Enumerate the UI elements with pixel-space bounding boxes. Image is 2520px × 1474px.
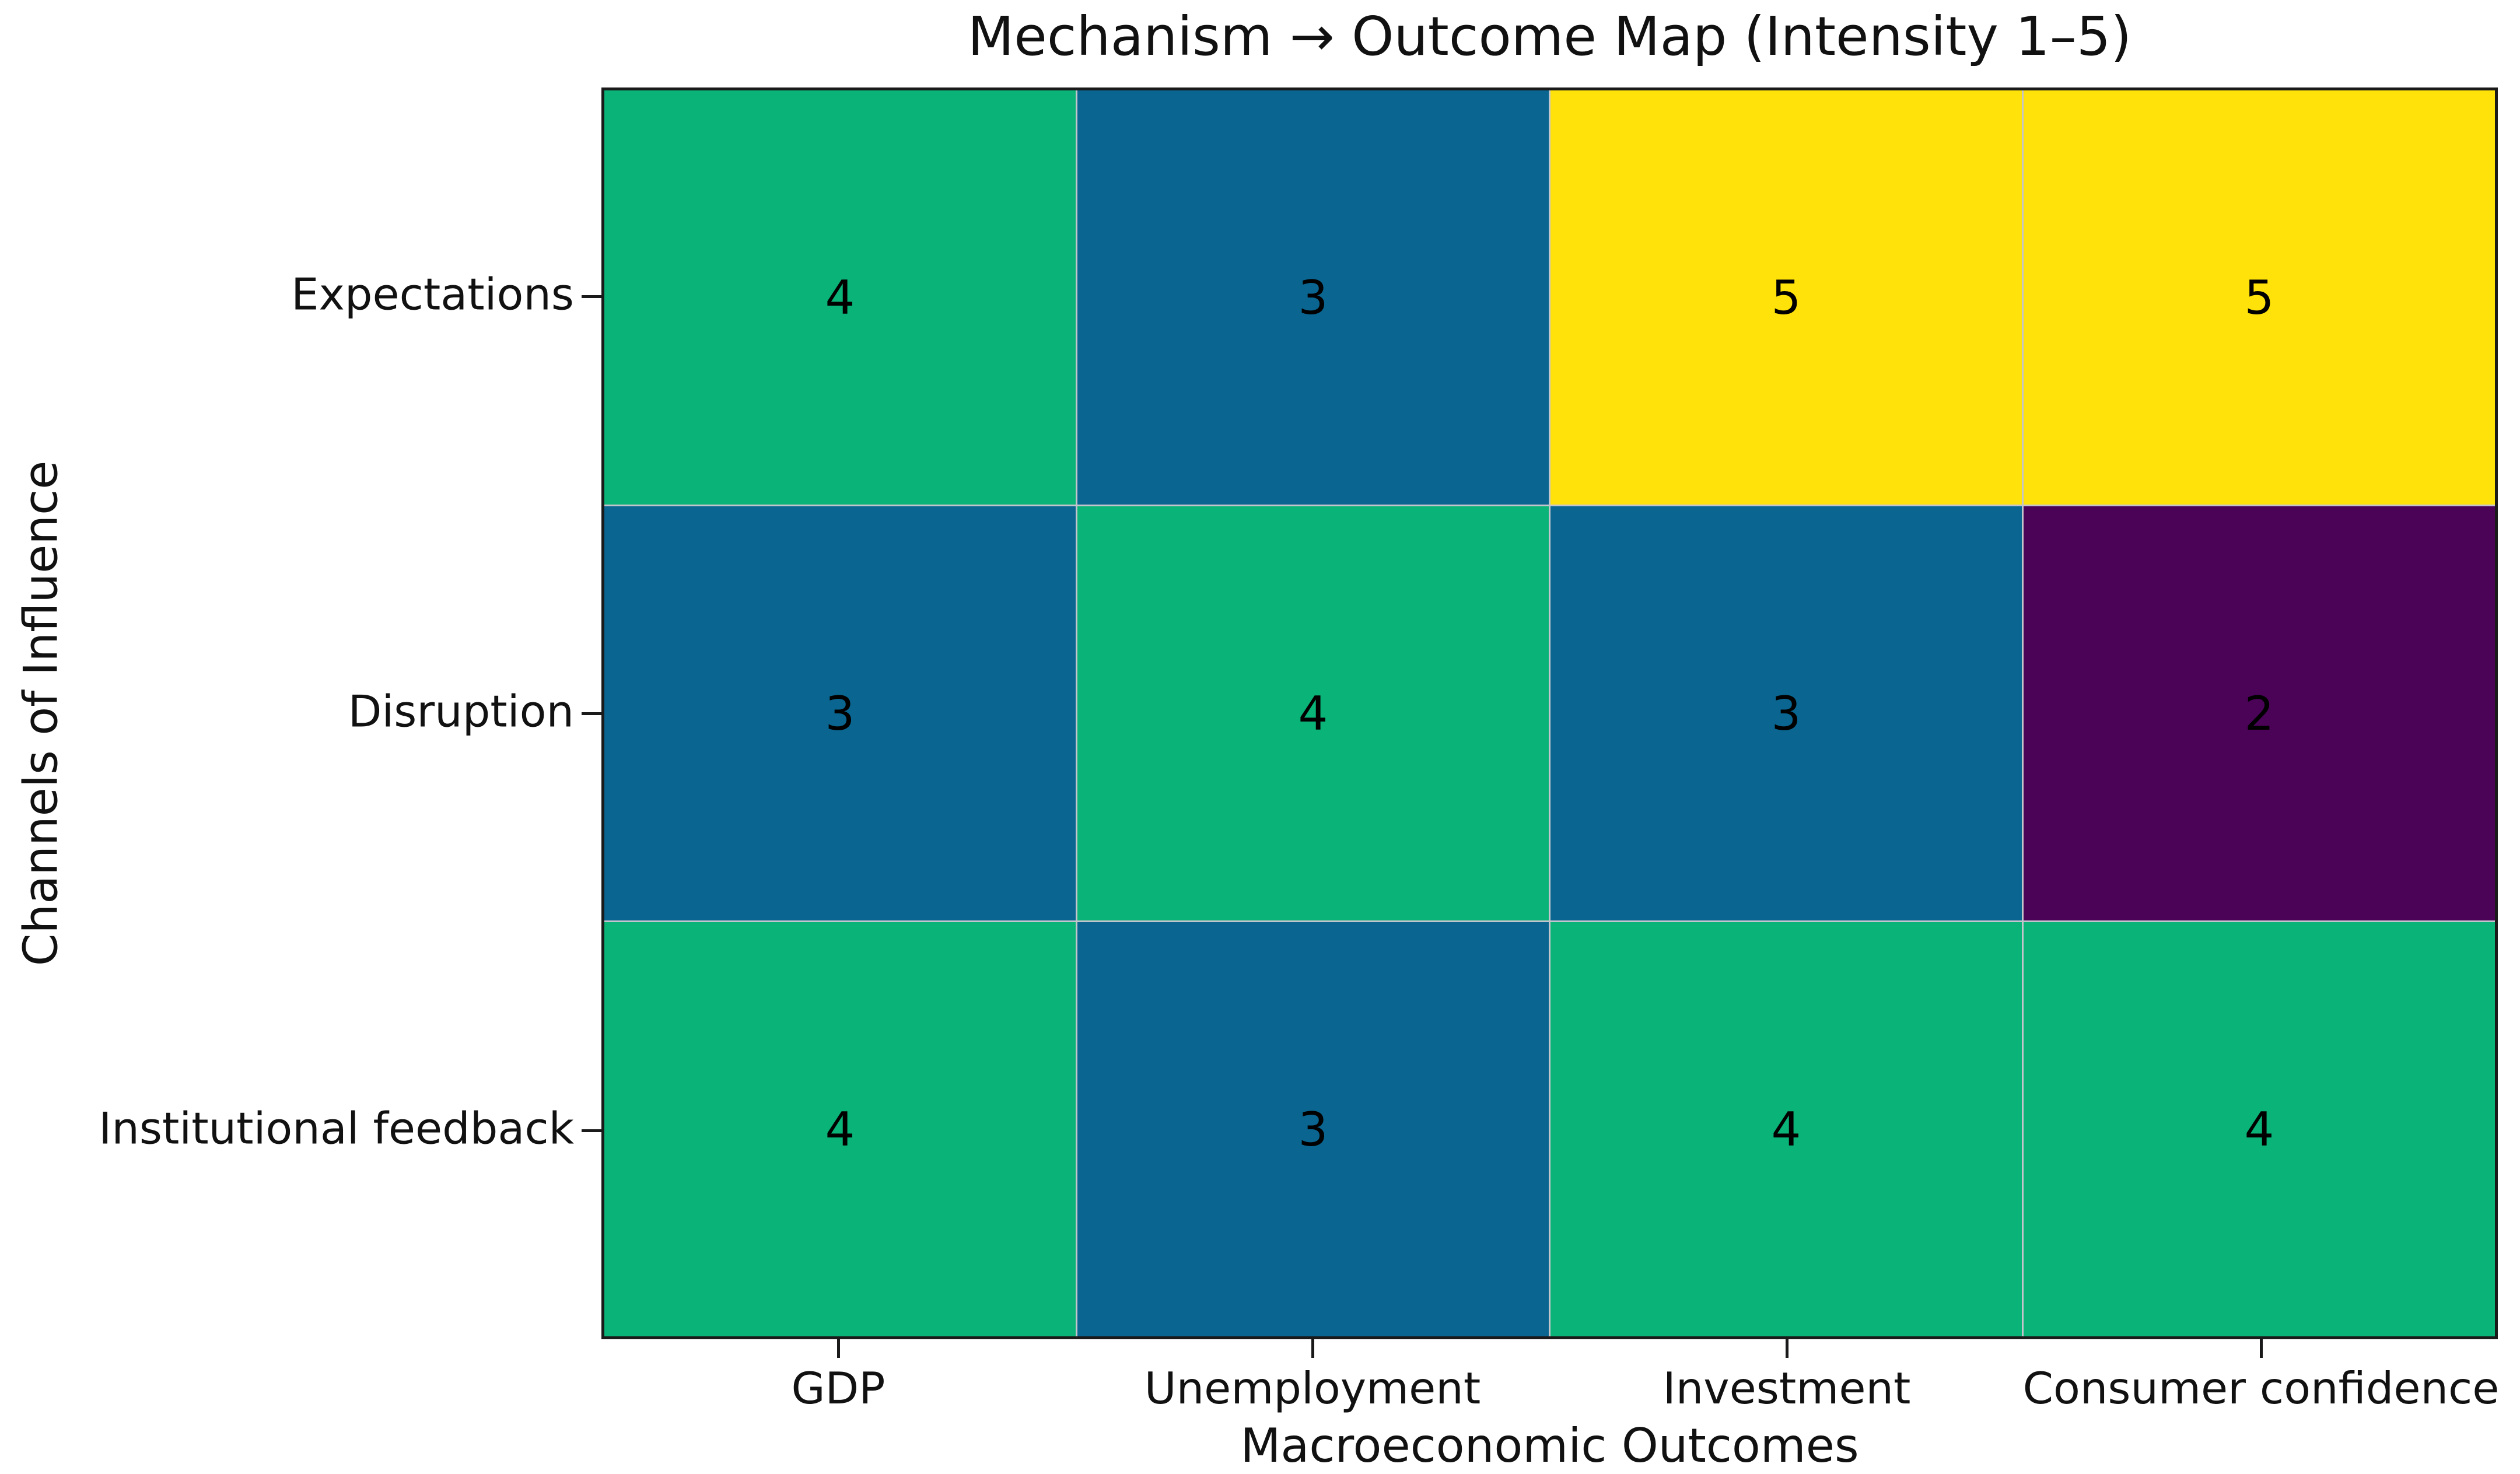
heatmap-cell-disruption-consumer-confidence: 2 (2024, 506, 2495, 920)
row-tick-label-expectations: Expectations (291, 268, 574, 320)
heatmap-cell-institutional-feedback-investment: 4 (1550, 922, 2022, 1336)
x-tick-mark (1311, 1339, 1314, 1358)
x-axis-label: Macroeconomic Outcomes (1240, 1419, 1859, 1473)
heatmap-cell-disruption-gdp: 3 (604, 506, 1076, 920)
y-tick-mark (582, 1129, 601, 1132)
heatmap-cell-expectations-consumer-confidence: 5 (2024, 90, 2495, 505)
heatmap-cell-expectations-gdp: 4 (604, 90, 1076, 505)
row-tick-label-disruption: Disruption (348, 685, 574, 737)
col-tick-label-unemployment: Unemployment (1144, 1363, 1481, 1414)
heatmap-cell-institutional-feedback-consumer-confidence: 4 (2024, 922, 2495, 1336)
heatmap-cell-expectations-unemployment: 3 (1077, 90, 1549, 505)
row-tick-label-institutional-feedback: Institutional feedback (99, 1102, 574, 1154)
y-tick-mark (582, 712, 601, 715)
heatmap-cell-institutional-feedback-unemployment: 3 (1077, 922, 1549, 1336)
col-tick-label-investment: Investment (1662, 1363, 1911, 1414)
y-tick-mark (582, 295, 601, 298)
heatmap-cell-disruption-unemployment: 4 (1077, 506, 1549, 920)
x-tick-mark (837, 1339, 840, 1358)
x-tick-mark (2260, 1339, 2263, 1358)
x-tick-mark (1786, 1339, 1788, 1358)
heatmap-cell-institutional-feedback-gdp: 4 (604, 922, 1076, 1336)
col-tick-label-gdp: GDP (791, 1363, 886, 1414)
chart-title: Mechanism → Outcome Map (Intensity 1–5) (967, 5, 2132, 68)
heatmap-cell-disruption-investment: 3 (1550, 506, 2022, 920)
col-tick-label-consumer-confidence: Consumer confidence (2022, 1363, 2500, 1414)
heatmap-cell-expectations-investment: 5 (1550, 90, 2022, 505)
plot-area: 4 3 5 5 3 4 3 2 4 3 4 4 (601, 87, 2498, 1339)
